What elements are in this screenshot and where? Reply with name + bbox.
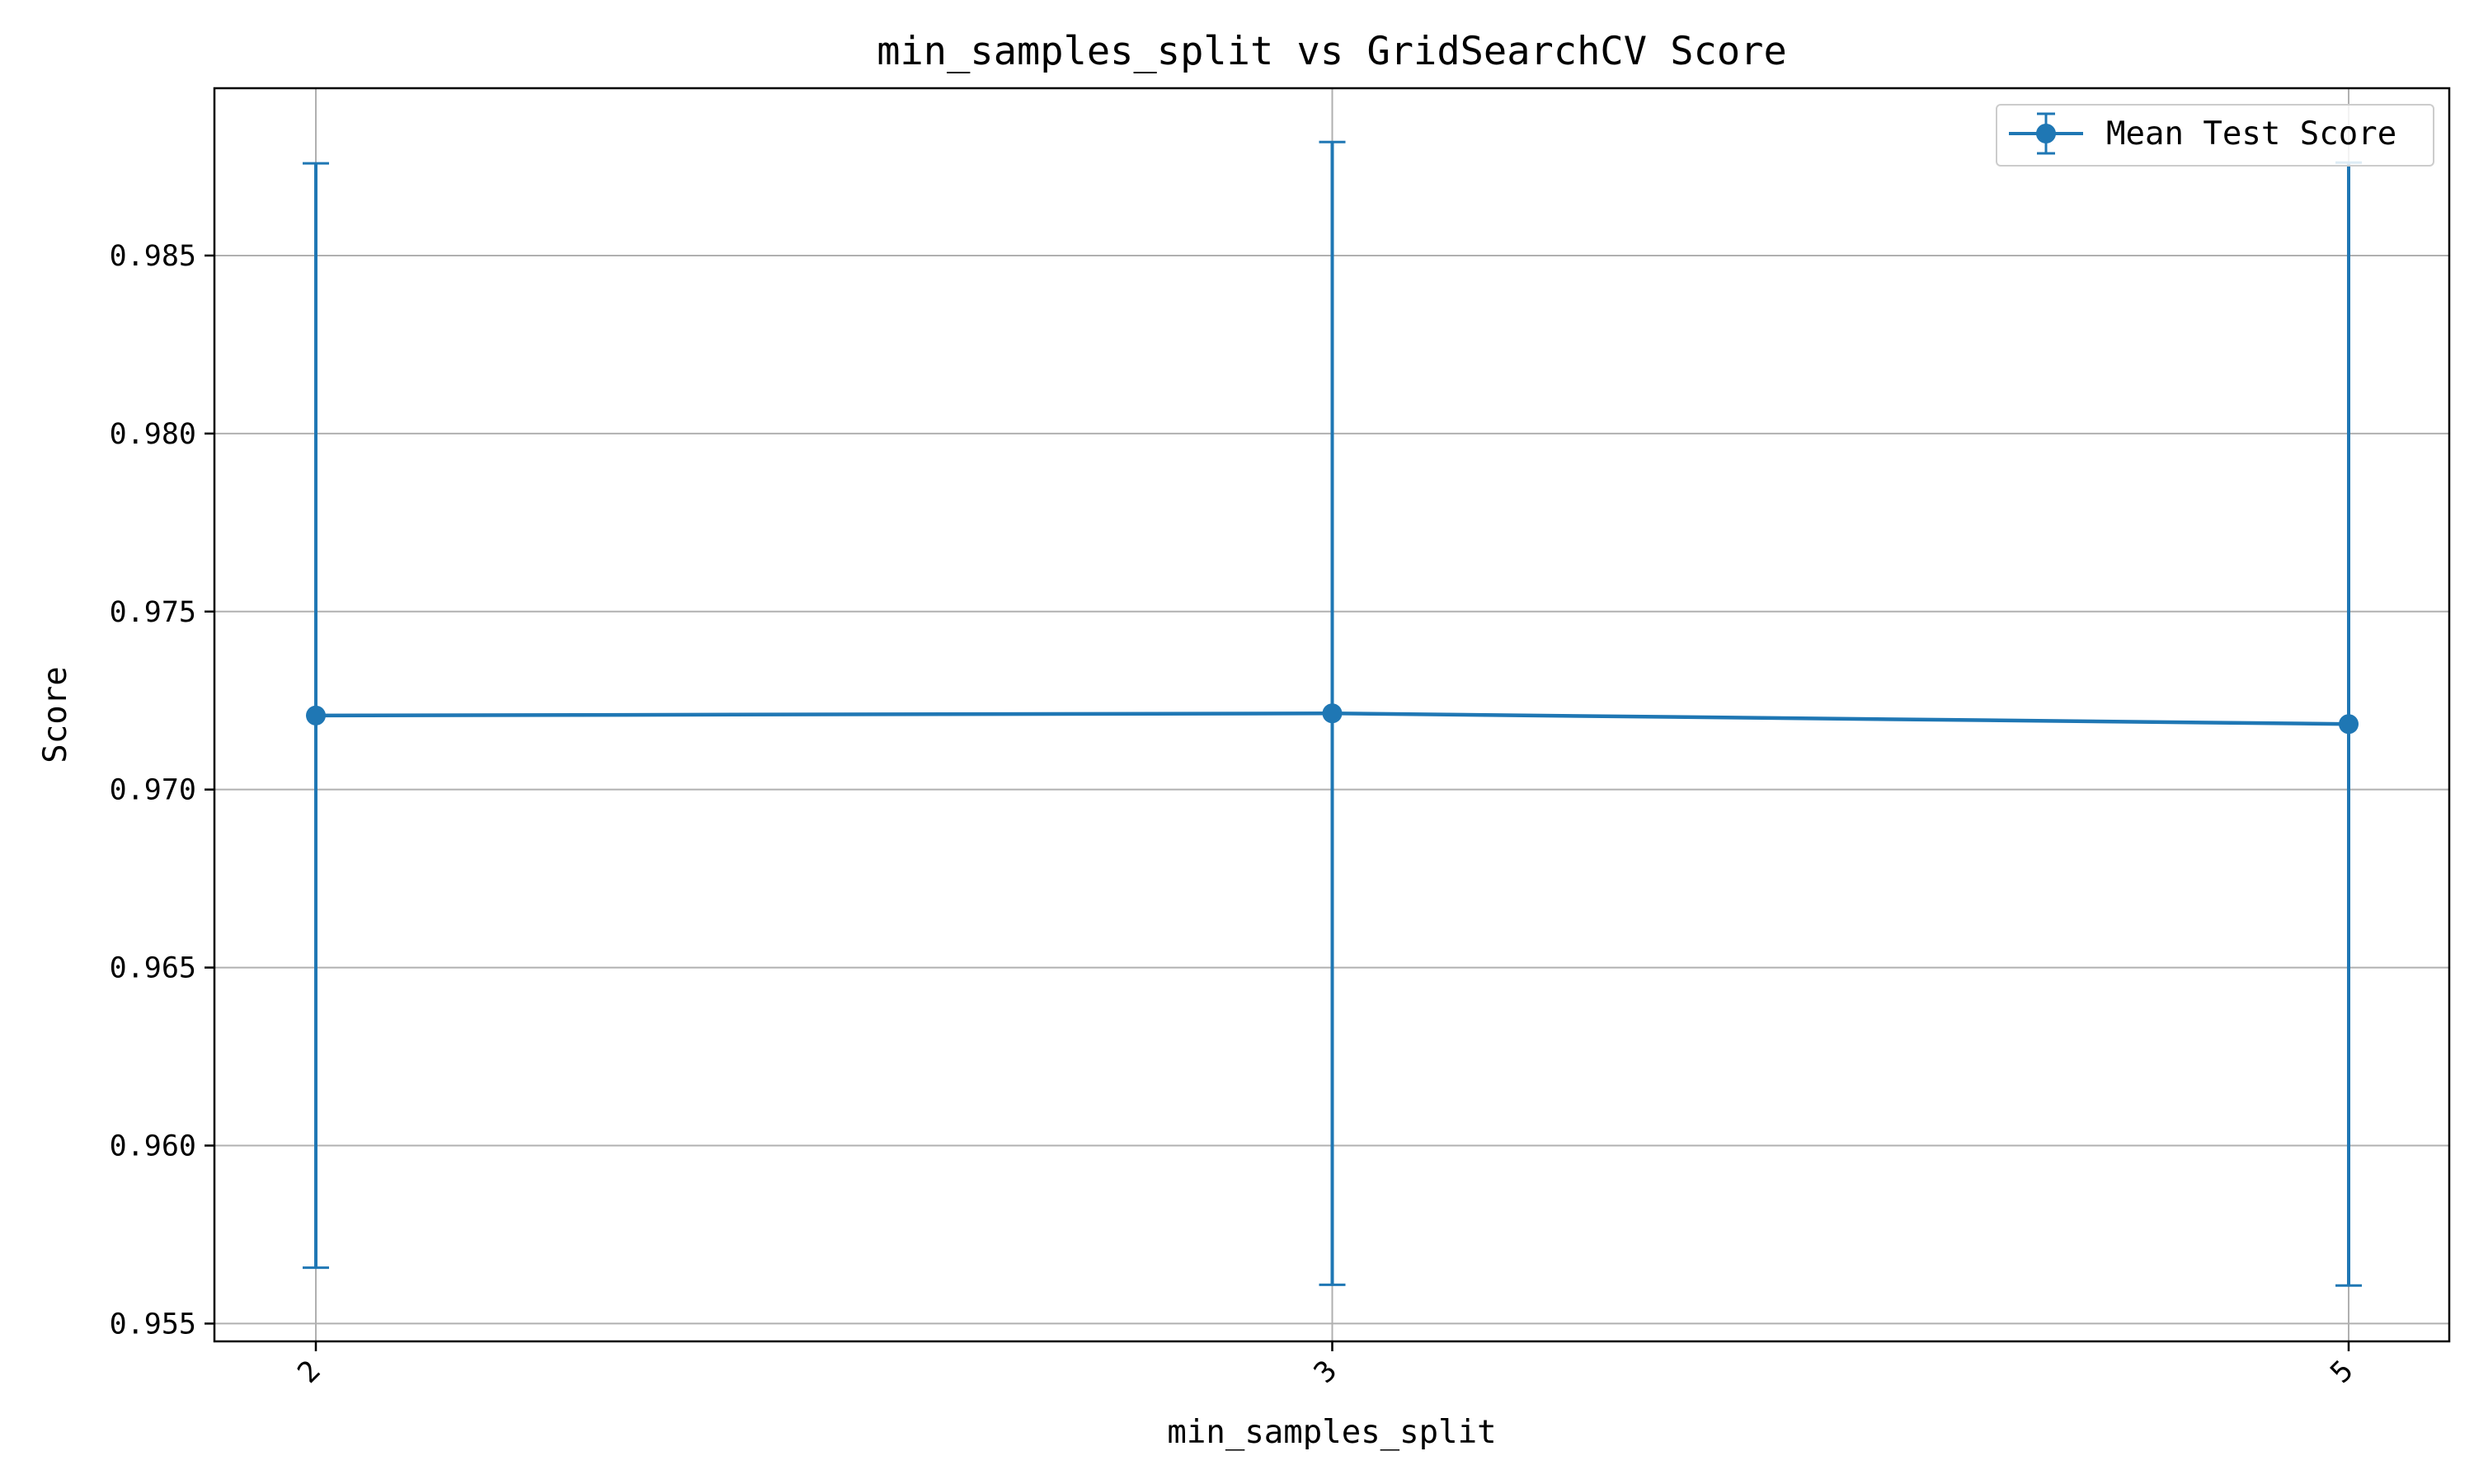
y-tick-label: 0.985 bbox=[110, 240, 196, 273]
y-tick-label: 0.965 bbox=[110, 952, 196, 985]
y-tick-label: 0.970 bbox=[110, 774, 196, 807]
legend-marker bbox=[2036, 124, 2056, 143]
legend-box bbox=[1996, 104, 2434, 167]
data-point bbox=[1322, 703, 1343, 724]
data-point bbox=[2339, 714, 2359, 735]
series-layer bbox=[303, 140, 2362, 1287]
x-axis-title: min_samples_split bbox=[1167, 1414, 1496, 1451]
chart-title: min_samples_split vs GridSearchCV Score bbox=[877, 29, 1787, 74]
y-tick-label: 0.975 bbox=[110, 596, 196, 629]
y-tick-label: 0.955 bbox=[110, 1308, 196, 1341]
y-tick-label: 0.980 bbox=[110, 418, 196, 451]
y-axis-title: Score bbox=[37, 666, 74, 763]
y-axis-ticks: 0.955 0.960 0.965 0.970 0.975 0.980 0.985 bbox=[110, 240, 214, 1341]
y-tick-label: 0.960 bbox=[110, 1130, 196, 1163]
data-point bbox=[306, 705, 326, 726]
legend: Mean Test Score bbox=[1996, 104, 2434, 167]
legend-label: Mean Test Score bbox=[2106, 115, 2396, 153]
